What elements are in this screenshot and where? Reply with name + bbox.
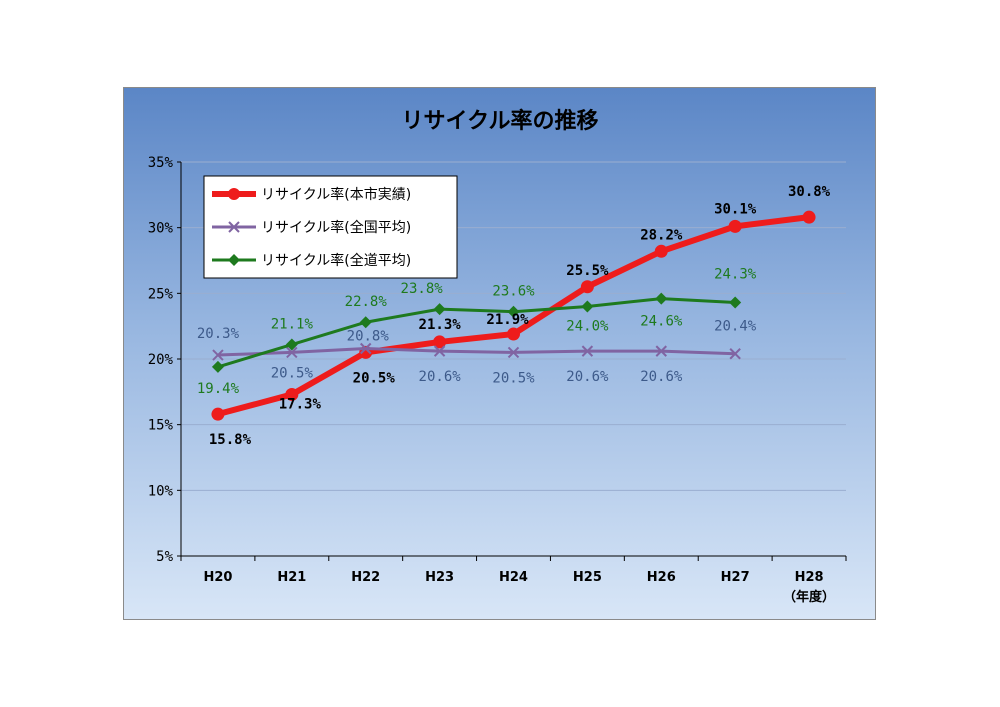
data-point	[286, 346, 298, 359]
data-label: 30.1%	[714, 201, 757, 217]
legend-marker	[228, 254, 240, 266]
x-tick-label: H22	[351, 570, 380, 585]
data-label: 20.6%	[566, 369, 609, 385]
y-tick-label: 5%	[156, 549, 173, 565]
legend: リサイクル率(本市実績) リサイクル率(全国平均) リサイクル率(全道平均)	[203, 175, 458, 279]
data-label: 21.9%	[486, 312, 529, 328]
data-point	[729, 348, 741, 360]
data-point	[654, 244, 668, 258]
data-label: 23.6%	[492, 284, 535, 300]
legend-label: リサイクル率(本市実績)	[261, 186, 411, 203]
data-point	[433, 303, 446, 316]
legend-label: リサイクル率(全道平均)	[261, 252, 411, 269]
x-tick-label: H26	[647, 570, 676, 585]
data-point	[360, 342, 372, 355]
axes: 35% 30% 25% 20% 15% 10% 5% H20 H21 H22 H23 H24 H25 H2…	[148, 155, 847, 605]
y-tick-label: 15%	[148, 418, 174, 434]
data-label: 28.2%	[640, 227, 683, 243]
data-point	[211, 360, 224, 373]
legend-marker	[228, 188, 240, 200]
data-label: 24.3%	[714, 267, 757, 283]
x-tick-label: H24	[499, 570, 528, 585]
legend-marker	[228, 221, 240, 233]
data-label: 15.8%	[209, 432, 252, 448]
data-point	[802, 210, 816, 224]
chart-title: リサイクル率の推移	[402, 108, 599, 134]
x-tick-label: H28	[795, 570, 824, 585]
data-point	[359, 316, 372, 329]
data-point	[285, 338, 298, 351]
x-tick-label: H20	[203, 570, 232, 585]
data-point	[507, 327, 520, 341]
data-point	[433, 335, 447, 349]
data-point	[212, 349, 224, 361]
data-label: 21.1%	[271, 317, 314, 333]
data-point	[729, 296, 742, 309]
data-label: 20.4%	[714, 319, 757, 335]
data-point	[581, 300, 594, 313]
y-tick-label: 10%	[148, 483, 174, 499]
x-tick-label: H27	[721, 570, 750, 585]
y-tick-label: 35%	[148, 155, 174, 171]
x-axis-unit-label: （年度）	[783, 589, 835, 605]
data-point	[728, 219, 742, 233]
data-point	[211, 407, 225, 421]
series-line	[217, 346, 736, 357]
data-label: 21.3%	[419, 317, 462, 333]
data-label: 20.5%	[271, 365, 314, 381]
data-point	[507, 346, 520, 359]
data-label: 20.3%	[197, 326, 240, 342]
data-label: 20.6%	[640, 369, 683, 385]
y-tick-label: 25%	[148, 286, 174, 302]
data-point	[581, 345, 594, 357]
data-label: 25.5%	[566, 263, 609, 279]
data-point	[507, 305, 520, 318]
data-label: 19.4%	[197, 381, 240, 397]
data-label: 24.0%	[566, 318, 609, 334]
data-label: 30.8%	[788, 184, 831, 200]
y-tick-label: 20%	[148, 352, 174, 368]
data-point	[580, 280, 594, 294]
y-tick-label: 30%	[148, 221, 174, 237]
data-label: 20.5%	[353, 370, 396, 386]
data-point	[433, 345, 446, 357]
x-tick-label: H21	[277, 570, 306, 585]
x-tick-label: H23	[425, 570, 454, 585]
line-chart: リサイクル率の推移 35% 30% 25% 20% 15% 10% 5% H20 H21 H22 H…	[148, 108, 847, 605]
data-label: 22.8%	[345, 294, 388, 310]
legend-label: リサイクル率(全国平均)	[261, 219, 411, 236]
series-lines	[211, 210, 816, 421]
data-label: 20.8%	[347, 328, 390, 344]
data-label: 20.6%	[419, 369, 462, 385]
data-label: 17.3%	[279, 396, 322, 412]
series-line	[217, 297, 736, 369]
data-point	[655, 345, 667, 357]
data-point	[655, 292, 668, 305]
chart-area: リサイクル率の推移 35% 30% 25% 20% 15% 10% 5% H20 H21 H22 H…	[123, 87, 876, 620]
data-point	[285, 387, 299, 401]
x-tick-label: H25	[573, 570, 602, 585]
data-label: 24.6%	[640, 314, 683, 330]
data-label: 20.5%	[492, 370, 535, 386]
data-label: 23.8%	[401, 281, 444, 297]
data-labels: 15.8% 17.3% 20.5% 21.3% 21.9% 25.5% 28.2% 30.1%…	[197, 184, 831, 448]
